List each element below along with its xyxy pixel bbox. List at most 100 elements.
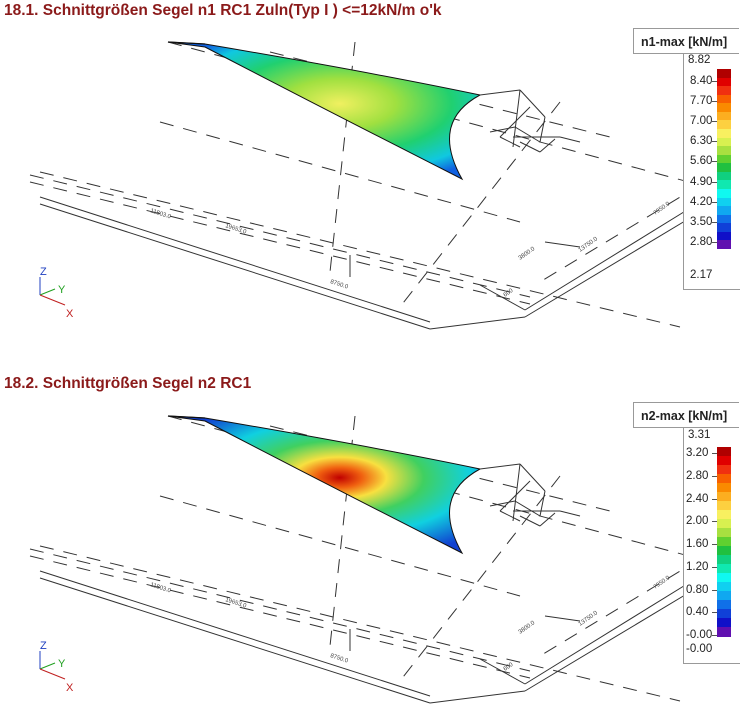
legend-color-step [717, 483, 731, 493]
grid-line [29, 174, 531, 298]
mast-frame [514, 500, 541, 517]
axis-label-y: Y [58, 284, 66, 296]
legend-color-step [717, 77, 731, 87]
legend-tick-label: 7.00 [690, 115, 713, 127]
legend-color-step [717, 537, 731, 547]
mast-frame [539, 138, 556, 153]
legend-color-step [717, 573, 731, 583]
dimension-label: 8750.0 [329, 279, 349, 291]
legend-color-step [717, 492, 731, 502]
section-title-1: 18.1. Schnittgrößen Segel n1 RC1 Zuln(Ty… [4, 2, 442, 19]
legend-color-step [717, 600, 731, 610]
legend-tick-label: 6.30 [690, 135, 713, 147]
dimension-label: 8750.0 [329, 653, 349, 665]
legend-color-step [717, 240, 731, 250]
legend-tick [712, 161, 717, 163]
legend-color-step [717, 189, 731, 199]
grid-line [159, 121, 521, 223]
mast-frame [479, 463, 521, 470]
legend-tick-label: 4.20 [690, 196, 713, 208]
dimension-label: 7950.0 [653, 575, 672, 591]
legend-tick [712, 498, 717, 500]
axis-label-z: Z [40, 640, 47, 652]
legend-max: 8.82 [688, 54, 711, 66]
mast-frame [519, 141, 541, 153]
dimension-label: 600 [503, 288, 515, 299]
dimension-line [479, 284, 526, 311]
legend-color-step [717, 609, 731, 619]
mast-frame [479, 89, 521, 96]
legend-tick-label: 3.20 [686, 447, 709, 459]
legend-color-step [717, 627, 731, 637]
legend-color-step [717, 474, 731, 484]
legend-color-step [717, 564, 731, 574]
legend-tick-label: 8.40 [690, 75, 713, 87]
legend-color-step [717, 618, 731, 628]
legend-color-step [717, 103, 731, 113]
legend-tick [712, 121, 717, 123]
legend-color-step [717, 129, 731, 139]
legend-color-step [717, 465, 731, 475]
dimension-label: 19653.0 [224, 223, 247, 236]
legend-tick-label: 2.40 [686, 493, 709, 505]
legend-tick-label: 0.80 [686, 584, 709, 596]
grid-line [539, 184, 701, 283]
legend-color-step [717, 591, 731, 601]
legend-tick-label: 4.90 [690, 176, 713, 188]
legend-color-step [717, 146, 731, 156]
legend-color-step [717, 180, 731, 190]
legend-tick [712, 241, 717, 243]
n1-result-view: 11803.0 19653.0 8750.0 3800.0 13750.0 7950.0 6… [0, 27, 740, 337]
legend-tick [712, 589, 717, 591]
legend-title: n2-max [kN/m] [633, 402, 739, 428]
structure-drawing: 11803.0 19653.0 8750.0 3800.0 13750.0 7950.0 6… [29, 415, 706, 704]
legend-color-step [717, 223, 731, 233]
axis-label-x: X [66, 682, 74, 694]
grid-line [159, 495, 521, 597]
legend-tick-label: 3.50 [690, 216, 713, 228]
legend-color-step [717, 163, 731, 173]
legend-color-step [717, 206, 731, 216]
legend-color-step [717, 519, 731, 529]
grid-line [539, 558, 701, 657]
legend-tick [712, 181, 717, 183]
mast-frame [499, 106, 531, 138]
legend-tick [712, 81, 717, 82]
grid-line [399, 475, 561, 682]
dimension-label: 3800.0 [518, 620, 537, 636]
dimension-line [524, 575, 701, 685]
dashed-boundary [39, 171, 681, 328]
legend-tick [712, 635, 717, 636]
sail-membrane [167, 41, 482, 181]
legend-color-step [717, 214, 731, 224]
legend-tick-label: -0.00 [686, 629, 713, 641]
legend-color-step [717, 120, 731, 130]
mast-frame [519, 515, 541, 527]
dimension-line [39, 203, 431, 330]
coordinate-axes: ZYX [39, 640, 74, 694]
legend-panel [683, 54, 740, 290]
axis-label-z: Z [40, 266, 47, 278]
dimension-label: 13750.0 [578, 236, 600, 254]
dimension-line [524, 582, 706, 692]
legend-color-step [717, 154, 731, 164]
sail-membrane [167, 415, 482, 555]
legend-tick-label: 1.60 [686, 538, 709, 550]
dimension-line [39, 196, 431, 323]
axis-label-x: X [66, 308, 74, 320]
legend-title: n1-max [kN/m] [633, 28, 739, 54]
legend-color-step [717, 546, 731, 556]
dimension-line [524, 201, 701, 311]
dimension-line [524, 208, 706, 318]
axis-label-y: Y [58, 658, 66, 670]
mast-frame [499, 480, 531, 512]
dimension-line [479, 658, 526, 685]
grid-line [29, 181, 531, 305]
dimension-line [39, 570, 431, 697]
dimension-line [39, 577, 431, 704]
legend-tick-label: 5.60 [690, 155, 713, 167]
dimension-label: 3800.0 [518, 246, 537, 262]
legend-tick-label: 1.20 [686, 561, 709, 573]
dimension-line [544, 615, 581, 622]
legend-color-step [717, 137, 731, 147]
